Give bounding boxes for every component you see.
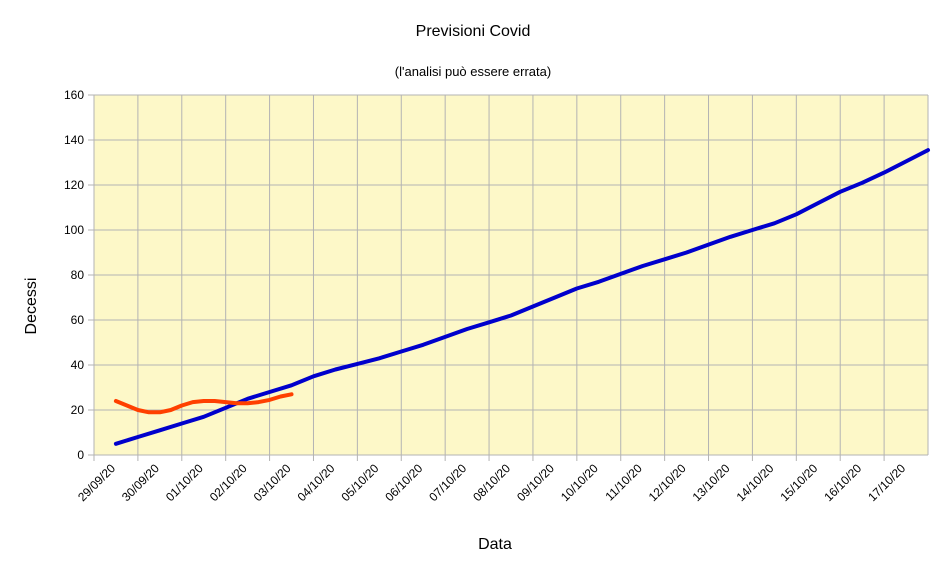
y-tick-label: 20: [71, 403, 85, 417]
y-tick-label: 80: [71, 268, 85, 282]
x-tick-label: 09/10/20: [514, 461, 557, 504]
x-tick-label: 14/10/20: [734, 461, 777, 504]
x-tick-label: 06/10/20: [382, 461, 425, 504]
y-tick-label: 40: [71, 358, 85, 372]
series-layer: [113, 148, 930, 446]
series-line-1: [113, 148, 930, 446]
x-tick-label: 30/09/20: [119, 461, 162, 504]
chart-subtitle: (l'analisi può essere errata): [395, 64, 551, 79]
x-tick-label: 13/10/20: [690, 461, 733, 504]
y-tick-label: 160: [64, 88, 84, 102]
x-axis: 29/09/20 30/09/20 01/10/20 02/10/20 03/10/20…: [75, 455, 908, 504]
x-tick-label: 02/10/20: [207, 461, 250, 504]
y-tick-label: 140: [64, 133, 84, 147]
series-line-2: [113, 392, 294, 415]
y-axis: 0 20 40 60 80 100 120 140 160: [64, 88, 94, 462]
x-tick-label: 11/10/20: [603, 461, 646, 504]
x-tick-label: 29/09/20: [75, 461, 118, 504]
x-tick-label: 12/10/20: [646, 461, 689, 504]
x-tick-label: 10/10/20: [558, 461, 601, 504]
chart-title: Previsioni Covid: [416, 23, 531, 40]
y-tick-label: 100: [64, 223, 84, 237]
x-tick-label: 17/10/20: [865, 461, 908, 504]
x-tick-label: 01/10/20: [163, 461, 206, 504]
y-tick-label: 120: [64, 178, 84, 192]
x-tick-label: 15/10/20: [777, 461, 820, 504]
x-tick-label: 05/10/20: [339, 461, 382, 504]
x-tick-label: 16/10/20: [821, 461, 864, 504]
x-axis-title: Data: [478, 536, 512, 553]
x-tick-label: 07/10/20: [426, 461, 469, 504]
x-tick-label: 03/10/20: [251, 461, 294, 504]
x-tick-label: 08/10/20: [470, 461, 513, 504]
x-tick-label: 04/10/20: [295, 461, 338, 504]
y-axis-title: Decessi: [23, 278, 40, 335]
y-tick-label: 0: [77, 448, 84, 462]
y-tick-label: 60: [71, 313, 85, 327]
